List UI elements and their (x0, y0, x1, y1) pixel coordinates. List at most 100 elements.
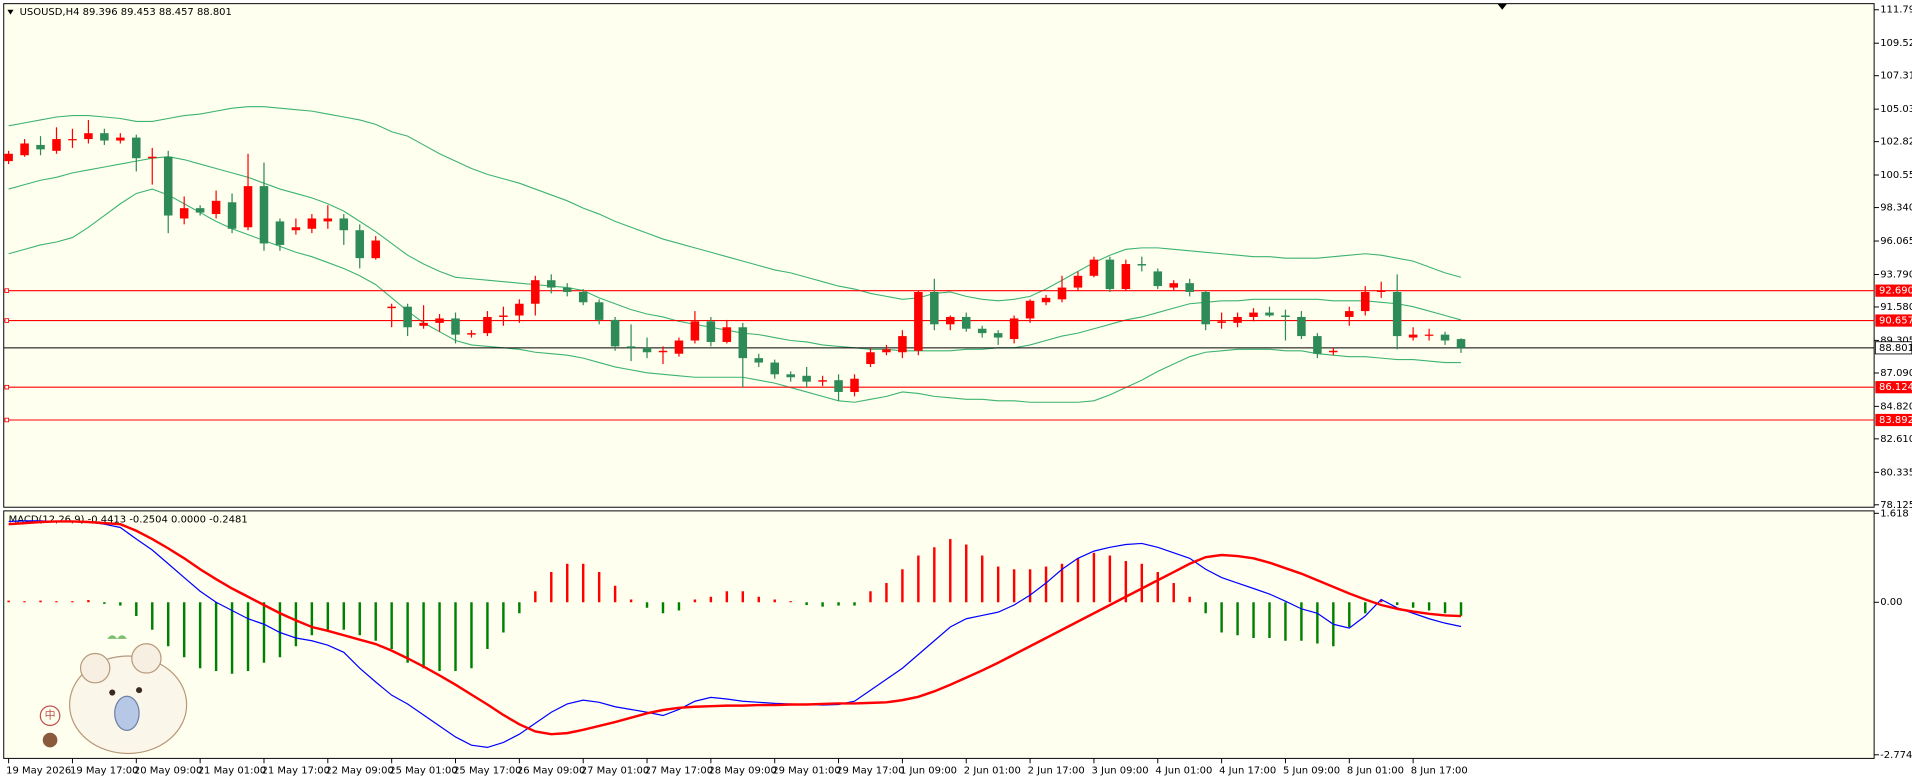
candle-body (147, 156, 157, 159)
candle-body (36, 144, 45, 150)
candle-body (243, 186, 253, 228)
bollinger-band (8, 156, 1462, 352)
candle-body (738, 327, 748, 359)
candle-body (227, 202, 237, 229)
candle-body (722, 327, 732, 342)
level-anchor (4, 417, 10, 423)
candle-body (914, 291, 923, 351)
candle-body (882, 349, 891, 353)
mascot-fish (114, 695, 140, 731)
x-tick-label: 29 May 17:00 (836, 766, 904, 777)
mascot-eye (109, 689, 116, 696)
icon-circle (39, 705, 61, 727)
candle-body (531, 280, 540, 304)
y-tick-label: 89.305 (1880, 335, 1912, 346)
symbol-menu-arrow[interactable] (7, 9, 14, 15)
candle-body (594, 302, 604, 320)
candle-body (754, 358, 764, 363)
icon-text: 中 (45, 709, 56, 722)
x-tick-label: 1 Jun 09:00 (900, 766, 957, 777)
macd-line (8, 520, 1462, 749)
x-tick-label: 2 Jun 17:00 (1028, 766, 1085, 777)
candle-body (100, 133, 109, 141)
candle-body (547, 280, 556, 288)
candle-body (68, 139, 77, 141)
candle-body (515, 303, 524, 316)
candle-body (898, 336, 907, 353)
mascot-eye (136, 687, 143, 694)
level-price-label: 83.892 (1879, 415, 1912, 426)
x-tick-label: 2 Jun 01:00 (964, 766, 1021, 777)
candle-body (84, 133, 93, 140)
candle-body (1041, 297, 1051, 303)
candle-body (802, 375, 811, 382)
y-tick-label: 84.820 (1880, 401, 1912, 412)
candle-body (1089, 259, 1099, 276)
candle-body (355, 230, 365, 259)
candle-body (1217, 321, 1226, 323)
x-tick-label: 8 Jun 17:00 (1411, 766, 1468, 777)
x-tick-label: 28 May 09:00 (708, 766, 776, 777)
last-price-label: 88.801 (1879, 343, 1912, 354)
candle-body (179, 208, 189, 219)
candle-body (1153, 271, 1163, 287)
x-tick-label: 26 May 09:00 (517, 766, 585, 777)
macd-label: MACD(12,26,9) -0.4413 -0.2504 0.0000 -0.… (9, 514, 248, 525)
candle-body (275, 221, 285, 245)
candle-body (1281, 315, 1290, 317)
candle-body (866, 352, 875, 365)
x-tick-label: 8 Jun 01:00 (1347, 766, 1404, 777)
candle-body (1440, 334, 1450, 341)
candle-body (339, 218, 349, 231)
candle-body (642, 347, 652, 353)
candle-body (658, 350, 668, 353)
level-price-label: 86.124 (1879, 382, 1912, 393)
x-tick-label: 27 May 01:00 (581, 766, 649, 777)
level-price-box (1875, 284, 1912, 297)
candle-body (132, 137, 141, 159)
candle-body (1105, 259, 1115, 290)
candle-body (1249, 312, 1258, 317)
candle-body (211, 200, 221, 215)
candle-body (1360, 291, 1370, 312)
candle-body (291, 227, 301, 231)
y-tick-label: 93.790 (1880, 269, 1912, 280)
y-tick-label: 111.795 (1880, 5, 1912, 16)
candle-body (163, 156, 173, 216)
mascot-ear (79, 652, 111, 684)
candle-body (674, 340, 684, 354)
x-tick-label: 25 May 01:00 (389, 766, 457, 777)
level-anchor (4, 384, 10, 390)
candle-body (1456, 339, 1466, 348)
candle-body (467, 333, 476, 335)
x-tick-label: 21 May 17:00 (262, 766, 330, 777)
x-tick-label: 4 Jun 01:00 (1155, 766, 1212, 777)
candle-body (1057, 287, 1067, 300)
candle-body (195, 208, 205, 213)
candle-body (1329, 350, 1338, 353)
candle-body (4, 153, 13, 162)
candle-body (946, 316, 955, 325)
candle-body (1233, 316, 1242, 323)
x-tick-label: 21 May 01:00 (198, 766, 266, 777)
level-anchor (4, 288, 10, 293)
candle-body (1345, 311, 1354, 317)
x-tick-label: 19 May 17:00 (70, 766, 138, 777)
candle-body (1297, 316, 1306, 337)
level-price-label: 92.690 (1879, 286, 1912, 297)
x-tick-label: 20 May 09:00 (134, 766, 202, 777)
y-tick-label: -2.7747 (1880, 750, 1912, 761)
bollinger-band (8, 188, 1462, 403)
candle-body (1392, 291, 1402, 337)
mascot-sprout (107, 635, 127, 639)
candle-body (818, 380, 827, 382)
x-tick-label: 29 May 01:00 (772, 766, 840, 777)
level-price-box (1875, 413, 1912, 427)
candle-body (323, 218, 333, 222)
x-tick-label: 3 Jun 09:00 (1091, 766, 1148, 777)
candle-body (387, 306, 396, 309)
candle-body (1376, 290, 1386, 292)
x-tick-label: 27 May 17:00 (645, 766, 713, 777)
